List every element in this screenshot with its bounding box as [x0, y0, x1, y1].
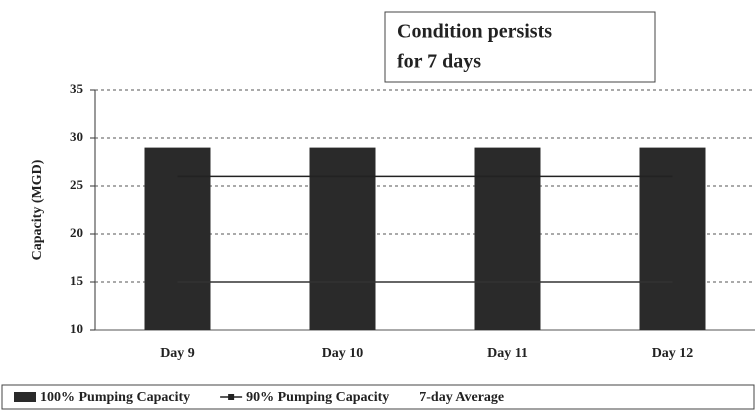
annotation-box [384, 11, 656, 83]
y-tick-label: 25 [70, 177, 84, 192]
legend-label: 7-day Average [419, 390, 504, 405]
legend-box [1, 384, 755, 410]
x-tick-label: Day 11 [487, 346, 528, 361]
y-axis-label: Capacity (MGD) [30, 159, 45, 260]
y-tick-label: 30 [70, 129, 83, 144]
y-tick-label: 10 [70, 321, 83, 336]
legend-marker [228, 394, 235, 400]
legend-swatch [14, 392, 36, 402]
legend-label: 100% Pumping Capacity [40, 390, 190, 405]
legend-label: 90% Pumping Capacity [246, 390, 389, 405]
y-tick-label: 20 [70, 225, 83, 240]
x-tick-label: Day 12 [652, 346, 694, 361]
annotation: Condition persists [397, 21, 552, 43]
y-tick-label: 15 [70, 273, 84, 288]
bar [639, 147, 706, 330]
annotation: for 7 days [397, 51, 481, 73]
bar [474, 147, 541, 330]
x-tick-label: Day 10 [322, 346, 364, 361]
bar [144, 147, 211, 330]
bar [309, 147, 376, 330]
y-tick-label: 35 [70, 81, 84, 96]
x-tick-label: Day 9 [160, 346, 195, 361]
